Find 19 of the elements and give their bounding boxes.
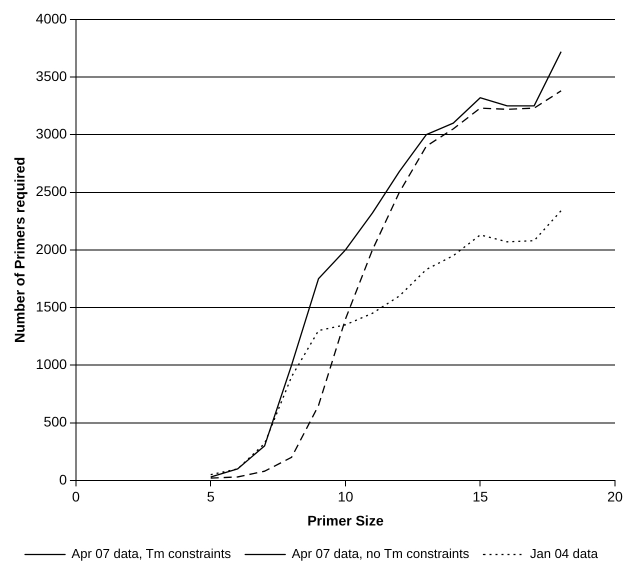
- y-tick-label: 2500: [36, 183, 68, 200]
- x-tick-label: 5: [206, 488, 215, 505]
- y-axis-title: Number of Primers required: [11, 156, 28, 343]
- y-tick-label: 0: [59, 471, 68, 488]
- legend-label: Jan 04 data: [530, 546, 599, 562]
- y-tick-label: 4000: [36, 10, 68, 26]
- x-tick-label: 10: [338, 488, 354, 505]
- y-tick-label: 1000: [36, 356, 68, 372]
- x-tick-label: 15: [472, 488, 488, 505]
- x-axis-title: Primer Size: [307, 512, 384, 528]
- x-tick-label: 0: [72, 488, 80, 505]
- y-tick-label: 1500: [36, 298, 68, 314]
- y-tick-label: 500: [44, 414, 68, 430]
- legend-label: Apr 07 data, no Tm constraints: [292, 546, 470, 562]
- y-tick-label: 2000: [36, 240, 68, 257]
- y-tick-label: 3000: [36, 126, 68, 142]
- legend-label: Apr 07 data, Tm constraints: [72, 546, 232, 562]
- x-tick-label: 20: [607, 488, 623, 505]
- y-tick-label: 3500: [36, 68, 68, 84]
